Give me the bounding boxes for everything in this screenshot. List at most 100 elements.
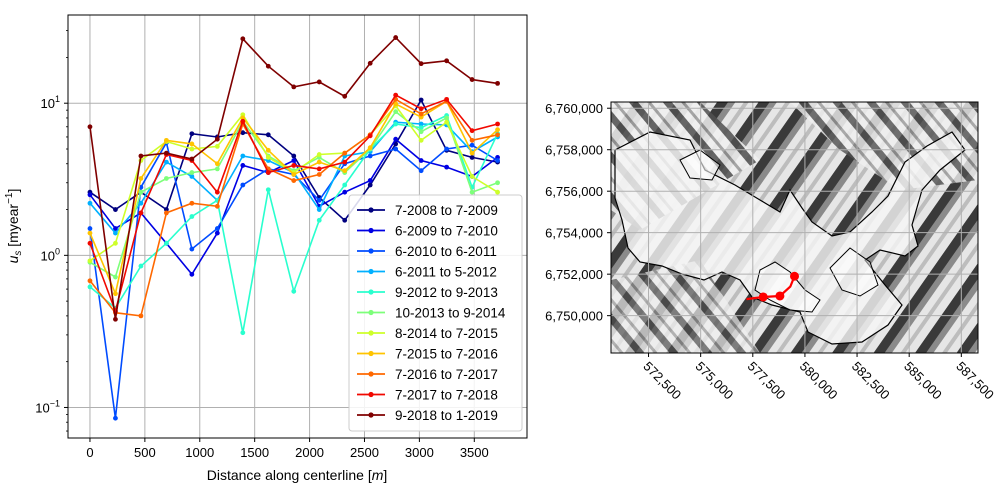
data-point [138,189,144,195]
data-point [469,189,475,195]
data-point [367,145,373,151]
legend-entry: 7-2017 to 7-2018 [357,388,498,403]
data-point [367,182,373,188]
glacier-outline-east [829,247,879,297]
data-point [214,203,220,209]
data-point [113,240,118,246]
data-point [87,124,93,130]
legend-swatch-marker [368,330,374,336]
legend-label: 7-2008 to 7-2009 [395,203,498,218]
data-point [265,63,271,69]
data-point [240,130,246,136]
x-tick-label: 500 [134,445,156,460]
data-point [316,217,322,223]
data-point [469,174,475,179]
data-point [291,153,297,159]
map-x-tick-label: 585,000 [901,359,945,403]
x-tick-label: 1500 [240,445,269,460]
legend-entries: 7-2008 to 7-2009 6-2009 to 7-2010 6-2010 t… [357,203,506,423]
x-axis-label: Distance along centerline [m] [207,467,388,483]
map-y-ticks: 6,760,000 6,758,000 6,756,000 6,754,000 6,75… [545,101,611,324]
data-point [265,187,271,193]
x-tick-label: 3000 [405,445,434,460]
data-point [189,170,195,175]
map-x-tick-label: 572,500 [640,359,684,403]
map-y-tick-label: 6,756,000 [545,184,603,199]
legend-label: 6-2011 to 5-2012 [395,265,497,280]
data-point [418,129,424,135]
data-point [138,263,144,269]
legend-swatch-marker [368,289,374,295]
data-point [291,84,297,90]
data-point [393,35,399,40]
legend-entry: 9-2012 to 9-2013 [357,285,498,300]
data-point [214,230,220,236]
y-ticks: 10−1 100 101 [35,30,68,432]
series-10 [87,92,500,314]
data-point [316,197,322,203]
data-point [291,288,297,294]
data-point [163,150,169,156]
hillshade-map: 572,500 575,000 577,500 580,000 582,500 585,0… [545,101,997,402]
data-point [138,210,144,216]
data-point [138,200,144,206]
data-point [495,80,500,86]
data-point [418,111,424,117]
map-x-ticks: 572,500 575,000 577,500 580,000 582,500 585,0… [640,353,997,402]
data-point [265,132,271,138]
data-point [495,180,500,186]
glacier-outline-main [614,131,966,345]
legend-label: 6-2009 to 7-2010 [395,224,498,239]
data-point [113,415,118,421]
legend-entry: 10-2013 to 9-2014 [357,306,506,321]
data-point [444,119,450,125]
data-point [240,115,246,121]
data-point [163,137,169,143]
data-point [418,121,424,127]
legend-entry: 8-2014 to 7-2015 [357,326,498,341]
data-point [469,142,475,148]
data-point [113,291,118,297]
data-point [444,115,450,121]
data-point [444,96,450,102]
x-tick-label: 2000 [295,445,324,460]
map-y-tick-label: 6,758,000 [545,143,603,158]
data-point [469,77,475,82]
data-point [87,258,93,264]
legend-label: 10-2013 to 9-2014 [395,306,506,321]
data-point [240,153,246,159]
map-y-tick-label: 6,750,000 [545,309,603,324]
legend-entry: 6-2010 to 6-2011 [357,244,497,259]
data-point [495,121,500,127]
legend-entry: 7-2008 to 7-2009 [357,203,498,218]
data-point [316,159,322,165]
data-point [87,192,93,198]
y-axis-label: us [myear−1] [4,189,24,264]
data-point [240,330,246,336]
series-lines [87,35,500,421]
legend-swatch-marker [368,309,374,316]
centerline-marker [775,291,785,301]
data-point [189,246,195,252]
data-point [316,166,322,172]
data-point [393,109,399,115]
hillshade-image [611,102,978,353]
data-point [342,217,348,223]
data-point [163,176,169,181]
data-point [495,127,500,133]
data-point [214,136,220,142]
map-x-tick-label: 577,500 [745,359,789,403]
map-grid [611,102,978,353]
data-point [367,178,373,183]
data-point [367,153,373,159]
data-point [316,172,322,177]
data-point [291,172,297,177]
data-point [214,189,220,195]
data-point [342,159,348,165]
centerline-marker [758,292,768,302]
data-point [163,207,169,212]
data-point [495,132,500,138]
data-point [495,158,500,163]
data-point [189,174,195,179]
data-point [469,137,475,143]
